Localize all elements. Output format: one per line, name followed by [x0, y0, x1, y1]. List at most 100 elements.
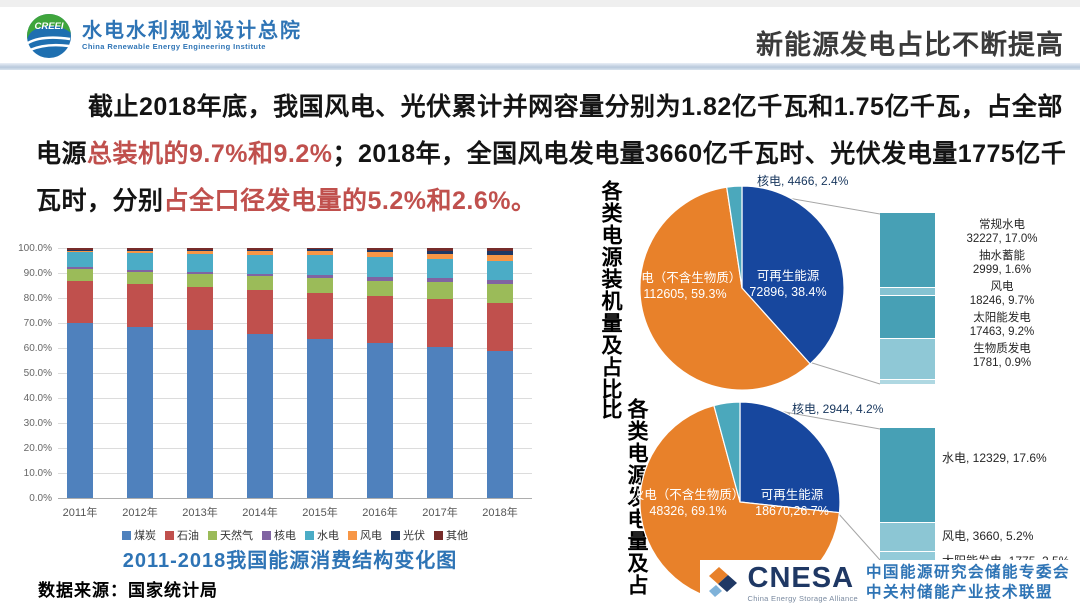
bar-segment-风电 — [367, 252, 393, 257]
bar-segment-石油 — [307, 292, 333, 339]
legend-label: 风电 — [360, 530, 382, 542]
intro-line: 瓦时，分别占全口径发电量的5.2%和2.6%。 — [36, 178, 1056, 225]
y-axis-tick: 30.0% — [23, 418, 52, 429]
cnesa-org-names: 中国能源研究会储能专委会 中关村储能产业技术联盟 — [866, 564, 1070, 602]
bar-segment-风电 — [67, 249, 93, 253]
bar-segment-风电 — [187, 250, 213, 254]
bar-segment-其他 — [427, 248, 453, 251]
bar-segment-核电 — [127, 270, 153, 273]
legend-item-核电: 核电 — [262, 527, 296, 543]
legend-label: 核电 — [274, 530, 296, 542]
y-axis-tick: 100.0% — [18, 243, 52, 254]
pie2-hydro-label: 水电, 12329, 17.6% — [942, 451, 1047, 465]
breakdown-value: 17463, 9.2% — [969, 325, 1035, 338]
legend-label: 煤炭 — [134, 530, 156, 542]
bar-segment-核电 — [307, 274, 333, 278]
x-axis-label: 2014年 — [242, 507, 278, 519]
breakdown-value: 2999, 1.6% — [972, 263, 1032, 276]
bar-segment-水电 — [127, 252, 153, 271]
gridline — [58, 398, 532, 399]
bar-segment-煤炭 — [127, 326, 153, 498]
gridline — [58, 348, 532, 349]
breakdown-label-风电: 风电 18246, 9.7% — [970, 281, 1035, 308]
pie2-nuclear-callout: 核电, 2944, 4.2% — [792, 402, 884, 416]
bar-segment-其他 — [487, 248, 513, 251]
bar-segment-其他 — [367, 248, 393, 250]
bar-segment-煤炭 — [307, 338, 333, 498]
y-axis-tick: 50.0% — [23, 368, 52, 379]
bar-segment-其他 — [307, 248, 333, 250]
pie2-thermal-label: 火电（不含生物质） 48326, 69.1% — [631, 488, 745, 518]
cnesa-subtitle: China Energy Storage Alliance — [747, 593, 858, 603]
installed-capacity-pie: 火电（不含生物质） 112605, 59.3% 可再生能源 72896, 38.4% — [629, 178, 852, 398]
bar-segment-石油 — [247, 290, 273, 334]
legend-swatch — [208, 530, 217, 540]
bar-segment-石油 — [187, 286, 213, 330]
pie1-breakdown-labels: 常规水电 32227, 17.0% 抽水蓄能 2999, 1.6% 风电 18246, 9… — [938, 219, 1066, 374]
bar-segment-光伏 — [487, 251, 513, 255]
bar-segment-其他 — [187, 248, 213, 250]
bar-segment-光伏 — [367, 249, 393, 252]
generation-pie: 火电（不含生物质） 48326, 69.1% 可再生能源 18670,26.7% — [631, 397, 845, 607]
breakdown-name: 常规水电 — [978, 219, 1025, 231]
bar-segment-核电 — [427, 277, 453, 282]
cnesa-wordmark: CNESA China Energy Storage Alliance — [747, 563, 858, 603]
bar-segment-水电 — [187, 253, 213, 272]
data-source-note: 数据来源：国家统计局 — [38, 581, 218, 600]
cnesa-org-line1: 中国能源研究会储能专委会 — [865, 563, 1070, 581]
bar-segment-风电 — [247, 250, 273, 255]
bar-segment-水电 — [367, 256, 393, 277]
bar-segment-风电 — [127, 250, 153, 253]
legend-swatch — [122, 530, 131, 540]
bar-segment-煤炭 — [487, 350, 513, 498]
pie1-vertical-title: 各类电源装机量及占比 — [599, 180, 622, 400]
legend-swatch — [348, 530, 357, 540]
bar-segment-石油 — [487, 303, 513, 351]
bar-segment-其他 — [67, 248, 93, 250]
y-axis-tick: 0.0% — [29, 493, 52, 504]
bar-segment-煤炭 — [67, 322, 93, 498]
pie2-breakdown-column — [880, 428, 935, 566]
breakdown-name: 抽水蓄能 — [979, 250, 1025, 262]
pie-slice-火电（不含生物质） — [639, 186, 811, 391]
bar-segment-风电 — [487, 255, 513, 261]
pie1-breakdown-column — [880, 213, 935, 385]
legend-swatch — [165, 530, 174, 540]
bar-segment-核电 — [247, 273, 273, 277]
legend-item-天然气: 天然气 — [208, 527, 253, 543]
bar-segment-核电 — [487, 279, 513, 285]
gridline — [58, 373, 532, 374]
bar-segment-光伏 — [307, 249, 333, 251]
column-segment-太阳能发电 — [880, 339, 935, 381]
bar-segment-其他 — [127, 248, 153, 250]
y-axis-tick: 10.0% — [23, 468, 52, 479]
header: CREEI 水电水利规划设计总院 China Renewable Energy … — [0, 7, 1080, 63]
column-segment-抽水蓄能 — [880, 287, 935, 296]
pie2-vertical-title: 各类电源发电量及占比 — [599, 398, 648, 596]
breakdown-label-抽水蓄能: 抽水蓄能 2999, 1.6% — [973, 250, 1031, 277]
bar-segment-天然气 — [247, 276, 273, 291]
column-segment-常规水电 — [880, 213, 935, 288]
bar-segment-风电 — [427, 253, 453, 259]
bar-segment-天然气 — [187, 273, 213, 287]
gridline — [58, 298, 532, 299]
intro-line: 电源总装机的9.7%和9.2%；2018年，全国风电发电量3660亿千瓦时、光伏… — [36, 131, 1066, 178]
bar-segment-其他 — [247, 248, 273, 250]
bar-segment-天然气 — [127, 272, 153, 285]
header-divider — [0, 63, 1080, 70]
bar-segment-天然气 — [487, 284, 513, 304]
bar-segment-光伏 — [247, 249, 273, 251]
creei-logo-icon: CREEI — [27, 14, 71, 58]
bar-segment-天然气 — [427, 282, 453, 300]
x-axis-label: 2012年 — [122, 507, 158, 519]
legend-item-风电: 风电 — [348, 527, 382, 543]
legend-swatch — [305, 530, 314, 540]
org-name-zh: 水电水利规划设计总院 — [82, 20, 302, 42]
bar-segment-核电 — [187, 271, 213, 274]
y-axis-tick: 70.0% — [23, 318, 52, 329]
column-segment-生物质发电 — [880, 380, 935, 385]
legend-label: 石油 — [177, 530, 199, 542]
breakdown-name: 太阳能发电 — [973, 312, 1031, 324]
breakdown-name: 生物质发电 — [973, 343, 1031, 355]
breakdown-value: 1781, 0.9% — [972, 356, 1032, 369]
